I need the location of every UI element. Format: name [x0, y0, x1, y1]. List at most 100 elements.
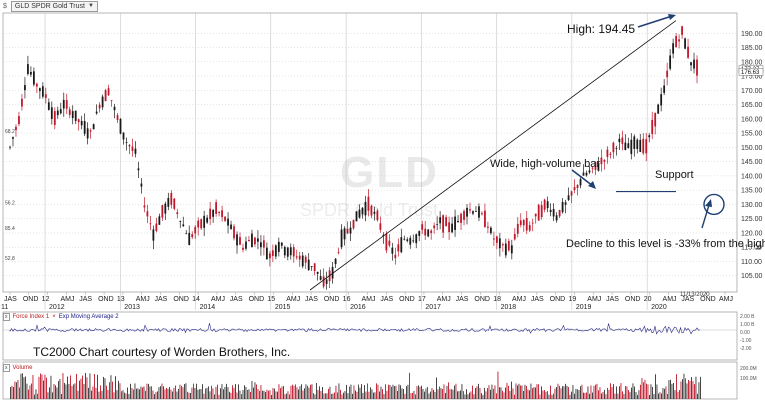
symbol-selector[interactable]: GLD SPDR Gold Trust ▼: [10, 1, 98, 12]
candle-body: [89, 130, 92, 132]
volume-bar: [697, 393, 698, 399]
candle-body: [83, 121, 86, 134]
volume-bar: [131, 387, 133, 399]
volume-bar: [196, 383, 197, 399]
volume-bar: [653, 394, 655, 399]
candle-body: [573, 187, 576, 191]
volume-bar: [509, 391, 511, 399]
candle-body: [38, 88, 41, 91]
volume-label[interactable]: Volume: [12, 365, 33, 371]
volume-bar: [208, 386, 209, 399]
volume-bar: [665, 386, 667, 399]
volume-bar: [439, 386, 440, 399]
volume-bar: [89, 373, 91, 399]
candle-body: [230, 224, 232, 230]
volume-bar: [500, 387, 502, 399]
candle-body: [95, 111, 98, 114]
volume-bar: [55, 385, 56, 399]
axis-layer: 105.00 110.00 115.00 120.00 125.00 130.00 135.…: [1, 31, 764, 311]
volume-bar: [41, 374, 43, 399]
x-month-label: AMJ: [437, 296, 451, 303]
remove-icon[interactable]: ×: [52, 314, 56, 320]
ema-label[interactable]: Exp Moving Average 2: [58, 314, 119, 320]
volume-bar: [505, 387, 506, 399]
volume-bar: [179, 384, 181, 399]
volume-bar: [503, 392, 505, 399]
volume-bar: [260, 385, 262, 399]
force-axis-label: -1.00: [740, 338, 752, 344]
decline-arrow-head: [705, 199, 712, 207]
candle-body: [460, 213, 462, 224]
candle-body: [391, 247, 394, 254]
y-tick-label: 150.00: [741, 145, 763, 152]
volume-bar: [668, 380, 670, 399]
volume-bar: [283, 386, 284, 399]
candle-body: [540, 205, 543, 218]
volume-bar: [655, 374, 656, 399]
volume-bar: [601, 393, 602, 399]
candle-body: [24, 85, 26, 91]
volume-bar: [311, 384, 313, 399]
candle-body: [188, 232, 191, 246]
force-index-label[interactable]: Force Index 1: [12, 314, 50, 320]
volume-bar: [353, 385, 355, 399]
candle-body: [376, 210, 379, 221]
close-icon[interactable]: x: [3, 313, 10, 321]
volume-bar: [187, 391, 188, 399]
candle-body: [439, 217, 442, 224]
volume-bar: [545, 391, 547, 399]
candle-body: [173, 198, 176, 209]
candle-body: [475, 211, 477, 212]
x-month-label: OND: [173, 296, 189, 303]
volume-bar: [626, 386, 628, 399]
volume-bar: [242, 390, 244, 399]
volume-bar: [116, 390, 118, 399]
volume-bar: [512, 388, 514, 399]
candle-body: [615, 148, 618, 149]
volume-bar: [245, 386, 247, 399]
volume-bar: [449, 389, 451, 399]
volume-bar: [236, 392, 238, 399]
volume-bar: [275, 391, 277, 399]
candle-body: [555, 215, 558, 221]
candle-body: [693, 59, 695, 69]
volume-bar: [112, 381, 113, 399]
x-month-label: JAS: [230, 296, 243, 303]
volume-bar: [532, 388, 533, 399]
candle-body: [373, 211, 376, 214]
candle-body: [260, 242, 262, 248]
volume-bar: [698, 382, 700, 399]
candle-body: [543, 199, 546, 210]
volume-bar: [593, 385, 595, 399]
candle-body: [418, 231, 421, 236]
y-tick-label: 175.00: [741, 74, 763, 81]
volume-bar: [499, 387, 500, 399]
candle-body: [600, 157, 603, 165]
volume-bar: [53, 383, 55, 399]
volume-bar: [643, 382, 644, 399]
volume-bar: [632, 383, 634, 399]
x-month-label: JAS: [531, 296, 544, 303]
volume-bar: [118, 380, 119, 399]
volume-bar: [478, 383, 479, 399]
volume-bar: [595, 384, 596, 399]
wide-bar-arrow: [571, 169, 594, 187]
x-month-label: OND: [399, 296, 415, 303]
volume-bar: [49, 387, 50, 399]
volume-bar: [329, 386, 331, 399]
volume-bar: [535, 387, 536, 399]
volume-bar: [223, 389, 224, 399]
candle-body: [334, 258, 337, 265]
volume-bar: [172, 391, 173, 399]
volume-bar: [302, 390, 304, 399]
volume-bar: [482, 394, 484, 399]
volume-bar: [224, 386, 226, 399]
left-axis-label: 52.8: [5, 256, 15, 262]
price-marker: 176.63: [741, 70, 760, 76]
volume-bar: [674, 390, 676, 399]
volume-bar: [47, 392, 49, 399]
close-icon[interactable]: x: [3, 364, 10, 372]
volume-bar: [104, 378, 106, 399]
candle-body: [576, 185, 579, 188]
